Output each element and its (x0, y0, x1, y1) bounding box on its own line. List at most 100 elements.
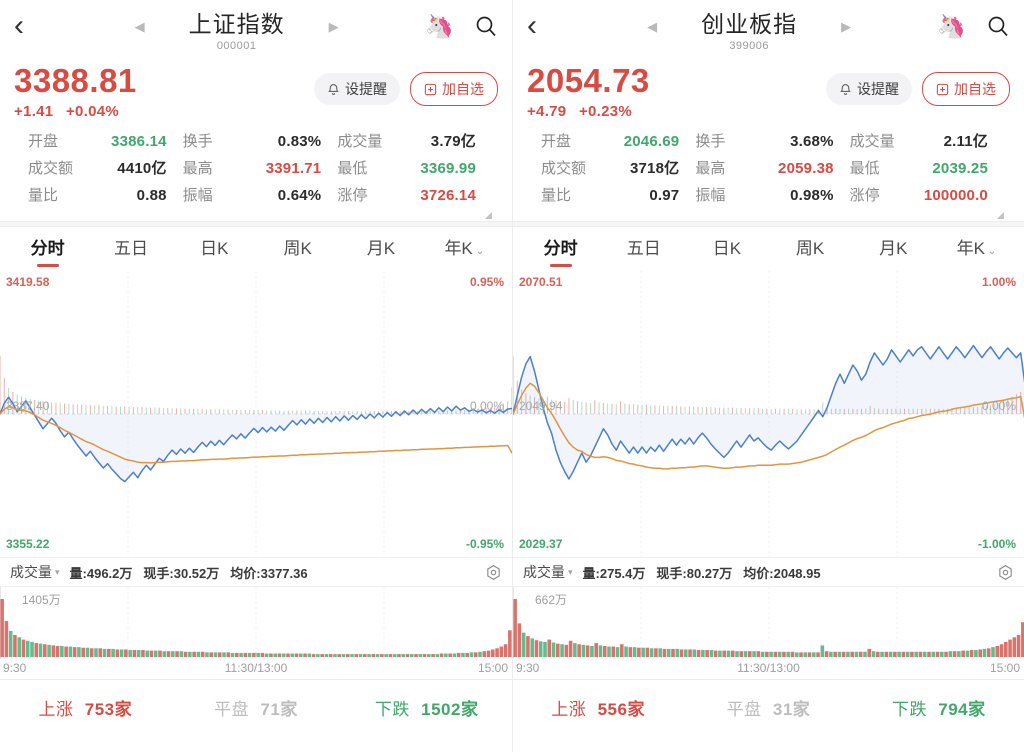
tab-6[interactable]: 年K ⌄ (935, 227, 1018, 271)
tab-label: 月K (879, 239, 908, 258)
set-alert-button[interactable]: 设提醒 (314, 73, 400, 105)
tab-6[interactable]: 年K ⌄ (423, 227, 506, 271)
tab-2[interactable]: 五日 (602, 227, 685, 271)
advancing-count: 753家 (84, 700, 133, 719)
search-icon[interactable] (474, 14, 498, 38)
back-icon[interactable]: ‹ (527, 9, 537, 42)
quote-stat-value: 0.98% (790, 187, 834, 204)
quote-stat-key: 涨停 (849, 187, 880, 204)
tab-4[interactable]: 周K (256, 227, 339, 271)
price-row: 3388.81 +1.41 +0.04% 设提 (14, 62, 498, 120)
tab-4[interactable]: 周K (769, 227, 852, 271)
chevron-down-icon: ⌄ (987, 246, 997, 257)
declining-stat: 下跌 1502家 (341, 695, 512, 720)
chevron-down-icon: ▾ (55, 566, 60, 577)
expand-corner-icon[interactable] (997, 212, 1004, 219)
tab-label: 月K (366, 239, 396, 258)
volume-metrics: 量:496.2万 现手:30.52万 均价:3377.36 (70, 563, 308, 582)
quote-stat-key: 量比 (28, 187, 59, 204)
gear-icon[interactable] (997, 564, 1014, 581)
time-axis-mid: 11:30/13:00 (737, 661, 800, 675)
quote-stat: 涨停 100000.0 (850, 184, 996, 205)
time-axis: 9:30 11:30/13:00 15:00 (0, 659, 512, 679)
quote-stat-value: 3386.14 (111, 133, 167, 150)
navigation-bar: ‹ ◀ 创业板指 399006 ▶ 🦄 (513, 0, 1024, 58)
unchanged-label: 平盘 (726, 700, 762, 719)
quote-stat-value: 3726.14 (420, 187, 476, 204)
quote-stat-key: 最低 (849, 160, 880, 177)
add-to-watchlist-label: 加自选 (954, 81, 996, 97)
volume-indicator-selector[interactable]: 成交量 ▾ (523, 562, 573, 582)
quote-stat-key: 开盘 (28, 133, 59, 150)
section-divider (0, 221, 512, 227)
triangle-right-icon[interactable]: ▶ (328, 19, 339, 34)
expand-corner-icon[interactable] (485, 212, 492, 219)
volume-info-bar: 成交量 ▾ 量:496.2万 现手:30.52万 均价:3377.36 (0, 557, 512, 587)
tab-2[interactable]: 五日 (89, 227, 172, 271)
quote-stat-key: 开盘 (541, 133, 572, 150)
nav-actions: 🦄 (425, 8, 498, 39)
chevron-down-icon: ▾ (568, 566, 573, 577)
plus-box-icon (936, 83, 949, 96)
advancing-stat: 上涨 753家 (0, 695, 171, 720)
quote-stat: 最低 3369.99 (337, 157, 484, 178)
gear-icon[interactable] (485, 564, 502, 581)
add-to-watchlist-button[interactable]: 加自选 (410, 72, 498, 106)
price-change-group: +4.79 +0.23% (527, 103, 826, 120)
tab-label: 日K (712, 239, 742, 258)
quote-stat-value: 3.68% (790, 133, 834, 150)
quote-summary: 3388.81 +1.41 +0.04% 设提 (0, 58, 512, 221)
quote-summary: 2054.73 +4.79 +0.23% 设提 (513, 58, 1024, 221)
intraday-chart[interactable]: 3419.58 0.95% 3387.40 0.00% 3355.22 -0.9… (0, 271, 512, 557)
quote-stat-key: 量比 (541, 187, 572, 204)
tab-label: 分时 (30, 239, 65, 258)
tab-3[interactable]: 日K (685, 227, 768, 271)
quote-footer (527, 205, 1010, 221)
tab-3[interactable]: 日K (173, 227, 256, 271)
volume-chart-svg (0, 587, 512, 659)
dragon-mascot-icon[interactable]: 🦄 (937, 13, 966, 39)
chevron-down-icon: ⌄ (475, 246, 485, 257)
price-group: 3388.81 +1.41 +0.04% (14, 62, 314, 120)
quote-stat-key: 最低 (337, 160, 368, 177)
intraday-chart-svg (513, 271, 1024, 557)
set-alert-label: 设提醒 (857, 81, 899, 97)
time-axis-end: 15:00 (477, 661, 508, 675)
triangle-left-icon[interactable]: ◀ (647, 19, 658, 34)
quote-stat-key: 涨停 (337, 187, 368, 204)
section-divider (513, 221, 1024, 227)
quote-stats-grid: 开盘 3386.14 换手 0.83% 成交量 3.79亿 成交额 4410亿 最高 3391.7… (14, 120, 498, 205)
quote-stat-value: 0.64% (277, 187, 322, 204)
triangle-left-icon[interactable]: ◀ (134, 19, 145, 34)
volume-chart[interactable]: 1405万 (0, 587, 512, 659)
intraday-chart[interactable]: 2070.51 1.00% 2049.94 0.00% 2029.37 -1.0… (513, 271, 1024, 557)
symbol-title-group: 创业板指 399006 (679, 10, 819, 52)
tab-1[interactable]: 分时 (6, 227, 89, 271)
tab-1[interactable]: 分时 (519, 227, 602, 271)
volume-chart[interactable]: 662万 (513, 587, 1024, 659)
set-alert-button[interactable]: 设提醒 (826, 73, 912, 105)
quote-actions: 设提醒 加自选 (826, 62, 1010, 106)
tab-5[interactable]: 月K (339, 227, 422, 271)
add-to-watchlist-button[interactable]: 加自选 (922, 72, 1010, 106)
symbol-code: 000001 (216, 40, 257, 52)
quote-stat-key: 成交额 (541, 160, 587, 177)
bell-icon (327, 83, 340, 96)
search-icon[interactable] (986, 14, 1010, 38)
quote-footer (14, 205, 498, 221)
volume-max-label: 662万 (535, 593, 568, 607)
triangle-right-icon[interactable]: ▶ (841, 19, 852, 34)
volume-current-hand: 现手:80.27万 (656, 565, 733, 581)
time-axis: 9:30 11:30/13:00 15:00 (513, 659, 1024, 679)
back-icon[interactable]: ‹ (14, 9, 24, 42)
quote-stat-value: 3.79亿 (430, 133, 476, 150)
volume-indicator-selector[interactable]: 成交量 ▾ (10, 562, 60, 582)
tab-5[interactable]: 月K (852, 227, 935, 271)
dragon-mascot-icon[interactable]: 🦄 (425, 13, 454, 39)
quote-stat-key: 成交额 (28, 160, 74, 177)
quote-stat: 开盘 3386.14 (28, 130, 175, 151)
quote-stat-key: 成交量 (337, 133, 383, 150)
quote-stat: 最低 2039.25 (850, 157, 996, 178)
quote-stat-value: 2.11亿 (943, 133, 988, 150)
unchanged-count: 71家 (260, 700, 298, 719)
